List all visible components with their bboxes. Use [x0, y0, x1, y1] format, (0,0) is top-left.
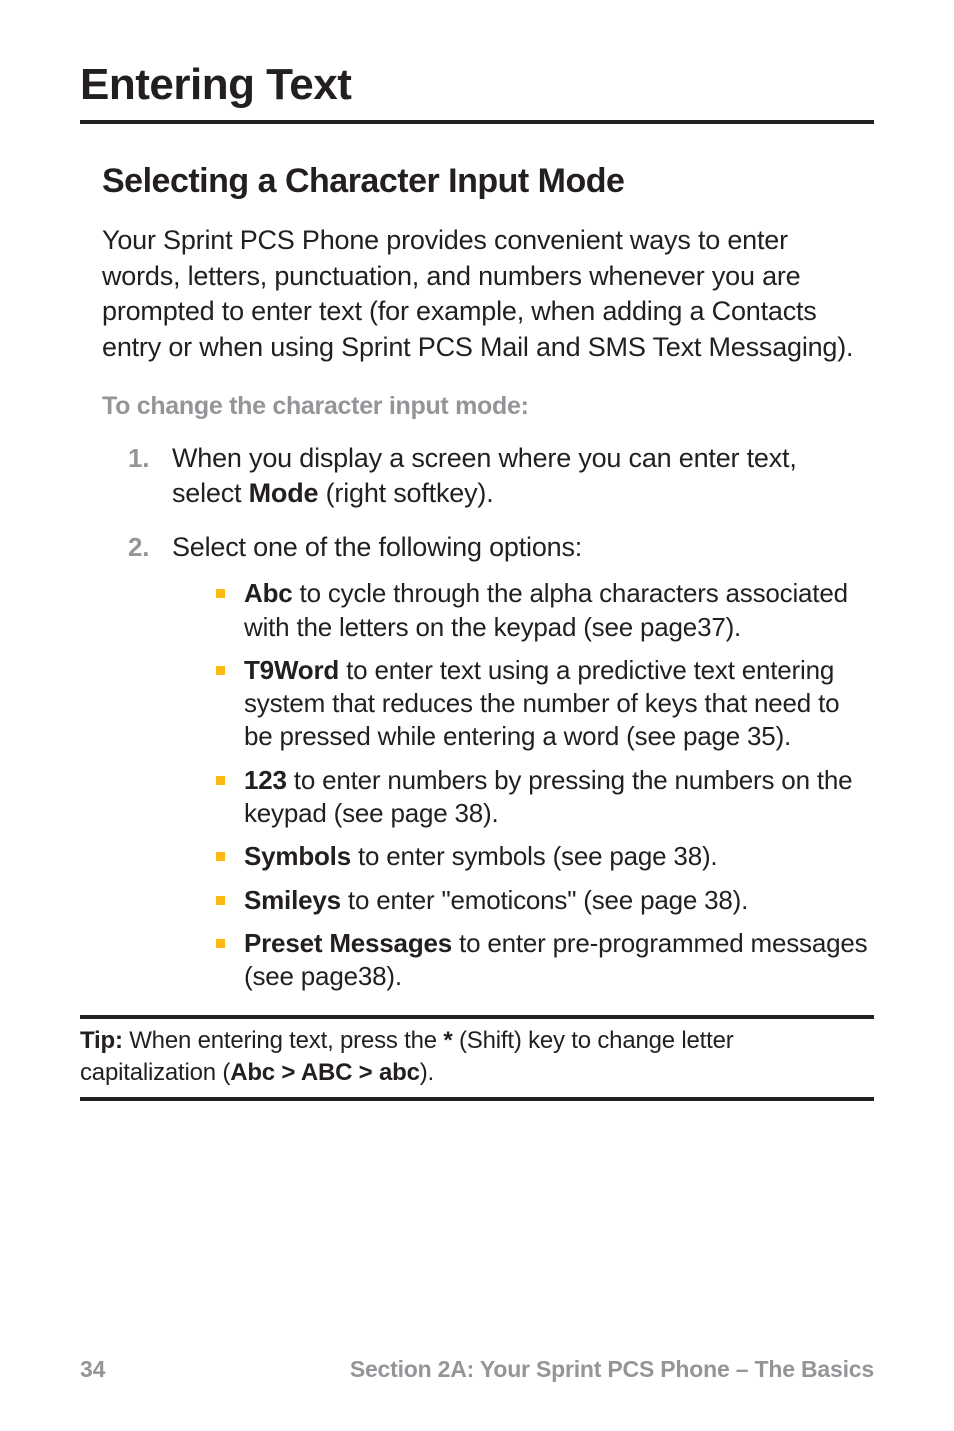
steps-list: 1. When you display a screen where you c… [128, 441, 870, 994]
bullet-text: to enter "emoticons" (see page 38). [341, 885, 748, 915]
tip-label: Tip: [80, 1027, 123, 1054]
bullet-bold: T9Word [244, 655, 339, 685]
tip-text-pre: When entering text, press the [123, 1027, 444, 1054]
bullet-bold: 123 [244, 765, 287, 795]
bullet-text: to enter numbers by pressing the numbers… [244, 765, 852, 828]
bullet-item: Abc to cycle through the alpha character… [216, 577, 870, 644]
title-rule [80, 120, 874, 124]
options-bullet-list: Abc to cycle through the alpha character… [216, 577, 870, 993]
bullet-item: Symbols to enter symbols (see page 38). [216, 840, 870, 873]
bullet-bold: Symbols [244, 841, 351, 871]
bullet-item: T9Word to enter text using a predictive … [216, 654, 870, 754]
bullet-bold: Preset Messages [244, 928, 452, 958]
step-text-bold: Mode [249, 478, 319, 508]
page-number: 34 [80, 1356, 105, 1383]
step-item: 1. When you display a screen where you c… [128, 441, 870, 512]
step-item: 2. Select one of the following options: … [128, 530, 870, 994]
page-footer: 34 Section 2A: Your Sprint PCS Phone – T… [80, 1356, 874, 1383]
section-label: Section 2A: Your Sprint PCS Phone – The … [350, 1356, 874, 1383]
section-heading: Selecting a Character Input Mode [102, 162, 874, 201]
tip-text-post: ). [420, 1059, 434, 1086]
bullet-item: Smileys to enter "emoticons" (see page 3… [216, 884, 870, 917]
step-text-post: (right softkey). [318, 478, 493, 508]
step-text-pre: Select one of the following options: [172, 532, 582, 562]
bullet-bold: Abc [244, 578, 293, 608]
bullet-text: to enter symbols (see page 38). [351, 841, 717, 871]
tip-key: * [443, 1027, 452, 1054]
step-number: 2. [128, 530, 149, 564]
sub-heading: To change the character input mode: [102, 392, 874, 421]
intro-paragraph: Your Sprint PCS Phone provides convenien… [102, 223, 866, 366]
tip-block: Tip: When entering text, press the * (Sh… [80, 1015, 874, 1100]
step-number: 1. [128, 441, 149, 475]
bullet-text: to cycle through the alpha characters as… [244, 578, 848, 641]
page-title: Entering Text [80, 60, 874, 110]
bullet-bold: Smileys [244, 885, 341, 915]
bullet-item: Preset Messages to enter pre-programmed … [216, 927, 870, 994]
tip-bold2: Abc > ABC > abc [230, 1059, 420, 1086]
bullet-item: 123 to enter numbers by pressing the num… [216, 764, 870, 831]
